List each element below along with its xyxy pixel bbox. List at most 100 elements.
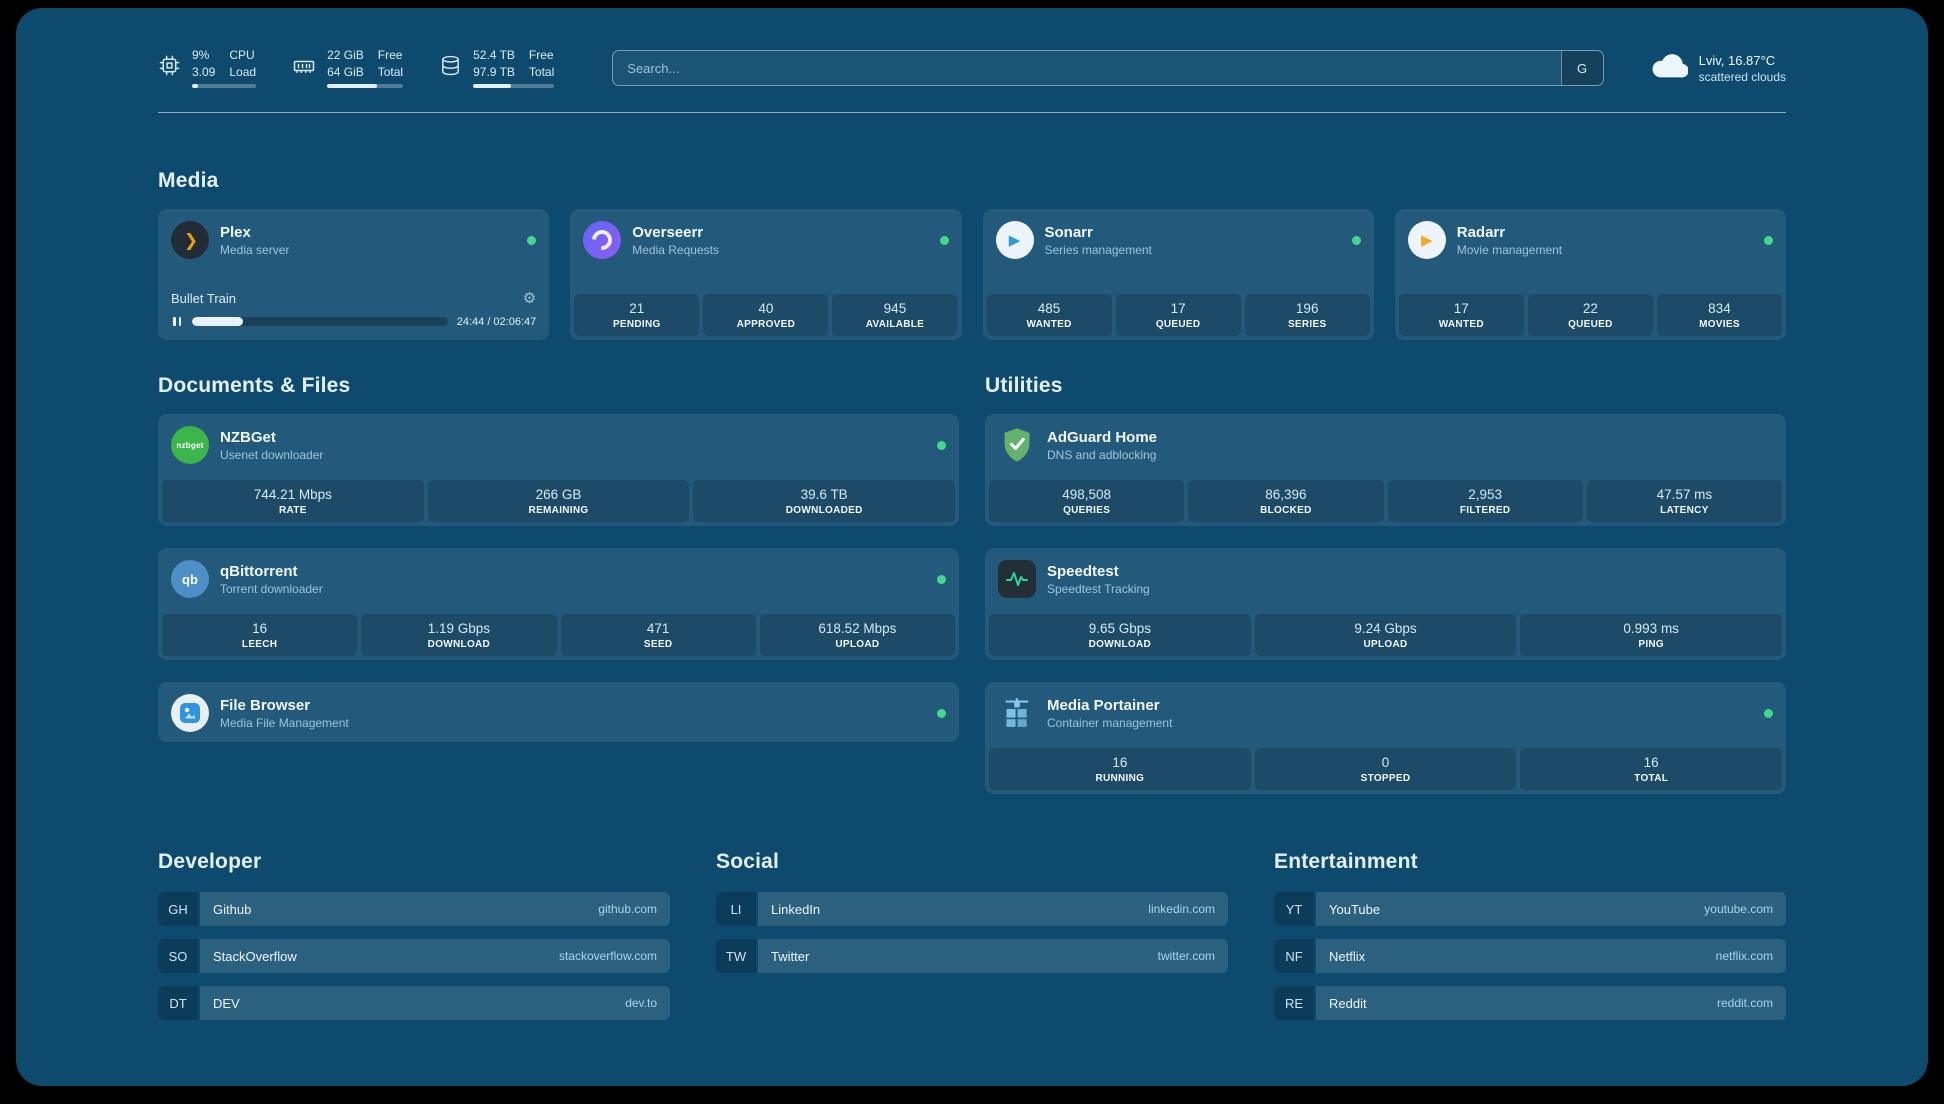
- bookmark-youtube[interactable]: YT YouTube youtube.com: [1274, 892, 1786, 926]
- memory-total-label: Total: [377, 65, 404, 79]
- service-name: AdGuard Home: [1047, 428, 1158, 446]
- section-heading-social: Social: [716, 850, 780, 873]
- pause-icon[interactable]: [171, 315, 183, 328]
- service-link-filebrowser[interactable]: File Browser Media File Management: [158, 682, 959, 742]
- bookmark-body: Netflix netflix.com: [1316, 939, 1786, 973]
- sonarr-icon: ▶: [995, 221, 1034, 259]
- bookmark-abbr: DT: [158, 986, 198, 1020]
- qbittorrent-logo-text: qb: [182, 571, 198, 587]
- nzbget-icon: nzbget: [171, 426, 209, 464]
- plex-chevron-glyph: ❯: [183, 230, 199, 250]
- bookmark-linkedin[interactable]: LI LinkedIn linkedin.com: [716, 892, 1228, 926]
- disk-icon: [439, 54, 462, 82]
- weather-widget: Lviv, 16.87°C scattered clouds: [1650, 52, 1786, 84]
- bookmark-body: Reddit reddit.com: [1316, 986, 1786, 1020]
- stat-value: 485: [1037, 301, 1061, 316]
- search-input[interactable]: [613, 51, 1561, 85]
- bookmark-github[interactable]: GH Github github.com: [158, 892, 670, 926]
- service-stats: 16 RUNNING 0 STOPPED 16 TOTAL: [985, 748, 1786, 794]
- gear-icon[interactable]: ⚙: [522, 290, 537, 307]
- stat-value: 0: [1381, 755, 1390, 770]
- now-playing-title: Bullet Train: [171, 291, 237, 306]
- service-subtitle: Speedtest Tracking: [1047, 581, 1150, 596]
- service-link-radarr[interactable]: ▶ Radarr Movie management: [1395, 209, 1786, 269]
- weather-text: Lviv, 16.87°C scattered clouds: [1699, 53, 1786, 84]
- cpu-load-label: Load: [229, 65, 257, 79]
- bookmark-dev[interactable]: DT DEV dev.to: [158, 986, 670, 1020]
- status-dot: [527, 235, 537, 245]
- disk-free-label: Free: [528, 48, 554, 62]
- service-titles: Media Portainer Container management: [1047, 697, 1753, 730]
- search-bar: G: [612, 50, 1604, 86]
- stat-label: UPLOAD: [835, 639, 880, 650]
- service-titles: qBittorrent Torrent downloader: [220, 563, 926, 596]
- stat-value: 0.993 ms: [1623, 621, 1679, 636]
- service-name: Sonarr: [1044, 223, 1093, 241]
- service-card-adguard: AdGuard Home DNS and adblocking 498,508 …: [985, 414, 1786, 526]
- stat-value: 834: [1708, 301, 1731, 316]
- disk-free-value: 52.4 TB: [473, 48, 515, 62]
- dashboard-window: 9% 3.09 CPU Load: [16, 8, 1928, 1086]
- service-link-sonarr[interactable]: ▶ Sonarr Series management: [983, 209, 1374, 269]
- topbar: 9% 3.09 CPU Load: [158, 48, 1786, 88]
- stat-label: DOWNLOADED: [785, 505, 863, 516]
- middle-columns: Documents & Files nzbget NZBGet Usenet d…: [158, 374, 1786, 794]
- stat-value: 2,953: [1468, 487, 1503, 502]
- playback-time: 24:44 / 02:06:47: [456, 315, 537, 328]
- bookmark-name: Twitter: [771, 948, 810, 964]
- stat-value: 39.6 TB: [800, 487, 848, 502]
- service-stats: 485 WANTED 17 QUEUED 196 SERIES: [983, 294, 1374, 340]
- stat-box: 485 WANTED: [986, 294, 1112, 336]
- stat-box: 9.24 Gbps UPLOAD: [1254, 614, 1517, 656]
- service-name: Overseerr: [632, 223, 704, 241]
- stat-value: 471: [646, 621, 670, 636]
- service-card-plex: ❯ Plex Media server Bullet Train ⚙ 24:44…: [158, 209, 550, 340]
- service-subtitle: Torrent downloader: [220, 581, 323, 596]
- media-card-grid: ❯ Plex Media server Bullet Train ⚙ 24:44…: [158, 209, 1786, 340]
- service-link-portainer[interactable]: Media Portainer Container management: [985, 682, 1786, 742]
- bookmark-abbr: GH: [158, 892, 198, 926]
- stat-label: BLOCKED: [1260, 505, 1312, 516]
- nzbget-logo-text: nzbget: [176, 440, 204, 450]
- service-link-plex[interactable]: ❯ Plex Media server: [158, 209, 549, 269]
- service-link-overseerr[interactable]: Overseerr Media Requests: [570, 209, 961, 269]
- service-stats: 17 WANTED 22 QUEUED 834 MOVIES: [1395, 294, 1786, 340]
- service-card-qbittorrent: qb qBittorrent Torrent downloader 16 LEE…: [158, 548, 959, 660]
- bookmark-reddit[interactable]: RE Reddit reddit.com: [1274, 986, 1786, 1020]
- service-link-qbittorrent[interactable]: qb qBittorrent Torrent downloader: [158, 548, 959, 608]
- bookmark-name: Netflix: [1329, 948, 1366, 964]
- bookmark-netflix[interactable]: NF Netflix netflix.com: [1274, 939, 1786, 973]
- stat-label: SEED: [643, 639, 673, 650]
- service-stats: 16 LEECH 1.19 Gbps DOWNLOAD 471 SEED 618…: [158, 614, 959, 660]
- bookmark-name: LinkedIn: [771, 901, 821, 917]
- service-link-nzbget[interactable]: nzbget NZBGet Usenet downloader: [158, 414, 959, 474]
- divider: [158, 112, 1786, 113]
- stat-value: 16: [252, 621, 268, 636]
- stat-label: TOTAL: [1634, 773, 1669, 784]
- bookmark-abbr: LI: [716, 892, 756, 926]
- bookmark-name: YouTube: [1329, 901, 1381, 917]
- bookmark-twitter[interactable]: TW Twitter twitter.com: [716, 939, 1228, 973]
- stat-box: 945 AVAILABLE: [832, 294, 958, 336]
- service-link-adguard[interactable]: AdGuard Home DNS and adblocking: [985, 414, 1786, 474]
- service-name: Media Portainer: [1047, 696, 1160, 714]
- cpu-usage-bar: [192, 84, 257, 88]
- playback-progress-bar[interactable]: [192, 317, 448, 326]
- service-card-overseerr: Overseerr Media Requests 21 PENDING 40 A…: [570, 209, 962, 340]
- bookmark-name: Reddit: [1329, 995, 1367, 1011]
- stat-label: LATENCY: [1660, 505, 1709, 516]
- stat-box: 0.993 ms PING: [1520, 614, 1783, 656]
- service-link-speedtest[interactable]: Speedtest Speedtest Tracking: [985, 548, 1786, 608]
- bookmark-stackoverflow[interactable]: SO StackOverflow stackoverflow.com: [158, 939, 670, 973]
- memory-readout: 22 GiB 64 GiB Free Total: [327, 48, 404, 88]
- bookmark-abbr: YT: [1274, 892, 1314, 926]
- stat-box: 618.52 Mbps UPLOAD: [759, 614, 955, 656]
- disk-total-value: 97.9 TB: [473, 65, 515, 79]
- service-subtitle: Media File Management: [220, 715, 349, 730]
- bookmark-group-entertainment: Entertainment YT YouTube youtube.com NF …: [1274, 850, 1786, 1033]
- stat-value: 618.52 Mbps: [818, 621, 897, 636]
- service-card-portainer: Media Portainer Container management 16 …: [985, 682, 1786, 794]
- disk-total-label: Total: [528, 65, 555, 79]
- search-provider-button[interactable]: G: [1560, 51, 1603, 85]
- stat-value: 21: [629, 301, 645, 316]
